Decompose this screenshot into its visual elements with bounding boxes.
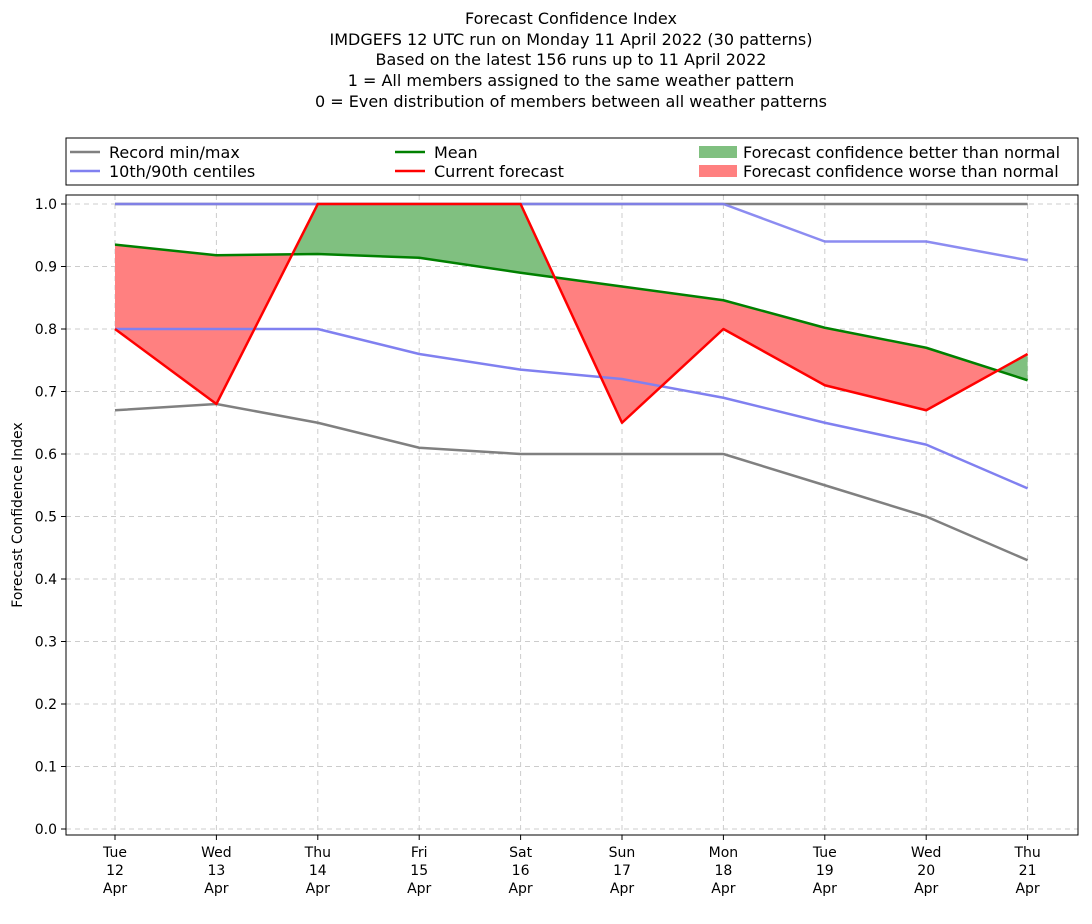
fill-better-than-normal xyxy=(997,354,1028,381)
x-tick-label: 21 xyxy=(1019,863,1037,879)
y-tick-label: 0.0 xyxy=(35,822,57,838)
legend-label-centiles: 10th/90th centiles xyxy=(109,162,255,181)
x-tick-label: Apr xyxy=(914,881,938,897)
y-tick-label: 1.0 xyxy=(35,197,57,213)
y-tick-label: 0.9 xyxy=(35,260,57,276)
fill-better-than-normal xyxy=(292,204,555,278)
x-axis-ticks: Tue 12 Apr Wed 13 Apr Thu 14 Apr Fri 15 Apr Sat 16 Apr… xyxy=(102,835,1041,897)
x-tick-label: Tue xyxy=(102,845,127,861)
legend-label-better: Forecast confidence better than normal xyxy=(743,143,1060,162)
legend-label-worse: Forecast confidence worse than normal xyxy=(743,162,1059,181)
x-tick-label: Mon xyxy=(709,845,739,861)
y-tick-label: 0.7 xyxy=(35,385,57,401)
x-tick-label: Apr xyxy=(407,881,431,897)
y-tick-label: 0.1 xyxy=(35,760,57,776)
x-tick-label: Tue xyxy=(812,845,837,861)
x-tick-label: Apr xyxy=(204,881,228,897)
x-tick-label: Thu xyxy=(1013,845,1040,861)
x-tick-label: Thu xyxy=(304,845,331,861)
y-tick-label: 0.6 xyxy=(35,447,57,463)
y-axis-ticks: 0.0 0.1 0.2 0.3 0.4 0.5 0.6 0.7 0.8 0.9 1.0 xyxy=(35,197,66,838)
y-axis-label: Forecast Confidence Index xyxy=(10,422,26,607)
fill-worse-than-normal xyxy=(554,277,998,423)
x-tick-label: Apr xyxy=(306,881,330,897)
title-line-4: 1 = All members assigned to the same wea… xyxy=(348,71,795,90)
title-line-1: Forecast Confidence Index xyxy=(465,9,677,28)
x-tick-label: 19 xyxy=(816,863,834,879)
y-tick-label: 0.5 xyxy=(35,510,57,526)
x-tick-label: Apr xyxy=(813,881,837,897)
x-tick-label: 17 xyxy=(613,863,631,879)
x-tick-label: Sun xyxy=(609,845,636,861)
y-tick-label: 0.8 xyxy=(35,322,57,338)
legend-swatch-worse xyxy=(699,165,737,177)
fill-worse-than-normal xyxy=(115,244,293,404)
x-tick-label: Apr xyxy=(711,881,735,897)
x-tick-label: 14 xyxy=(309,863,327,879)
plot-frame xyxy=(65,194,1079,836)
y-tick-label: 0.3 xyxy=(35,635,57,651)
legend-label-record: Record min/max xyxy=(109,143,240,162)
series-line-p10 xyxy=(115,327,1029,490)
legend-swatch-better xyxy=(699,146,737,158)
x-tick-label: Apr xyxy=(103,881,127,897)
x-tick-label: Wed xyxy=(201,845,232,861)
x-tick-label: 15 xyxy=(410,863,428,879)
y-tick-label: 0.2 xyxy=(35,697,57,713)
series-line-record_min xyxy=(114,402,1029,562)
x-tick-label: 12 xyxy=(106,863,124,879)
x-tick-label: Apr xyxy=(508,881,532,897)
legend: Record min/max 10th/90th centiles Mean C… xyxy=(65,137,1079,186)
confidence-fills xyxy=(115,204,1028,423)
x-tick-label: Wed xyxy=(911,845,942,861)
x-tick-label: Sat xyxy=(509,845,532,861)
x-tick-label: 13 xyxy=(207,863,225,879)
title-line-5: 0 = Even distribution of members between… xyxy=(315,92,827,111)
x-tick-label: Apr xyxy=(610,881,634,897)
series-line-current xyxy=(114,202,1029,424)
y-tick-label: 0.4 xyxy=(35,572,57,588)
x-tick-label: 16 xyxy=(512,863,530,879)
legend-label-current: Current forecast xyxy=(434,162,564,181)
x-tick-label: 20 xyxy=(917,863,935,879)
legend-label-mean: Mean xyxy=(434,143,478,162)
legend-frame xyxy=(65,137,1079,186)
chart-title: Forecast Confidence Index IMDGEFS 12 UTC… xyxy=(315,9,827,111)
x-tick-label: Apr xyxy=(1015,881,1039,897)
x-tick-label: 18 xyxy=(714,863,732,879)
x-tick-label: Fri xyxy=(411,845,428,861)
series-lines xyxy=(114,202,1029,562)
title-line-2: IMDGEFS 12 UTC run on Monday 11 April 20… xyxy=(330,30,813,49)
series-line-p90 xyxy=(115,202,1028,262)
series-line-mean xyxy=(114,243,1028,382)
title-line-3: Based on the latest 156 runs up to 11 Ap… xyxy=(376,50,767,69)
grid xyxy=(66,195,1078,835)
